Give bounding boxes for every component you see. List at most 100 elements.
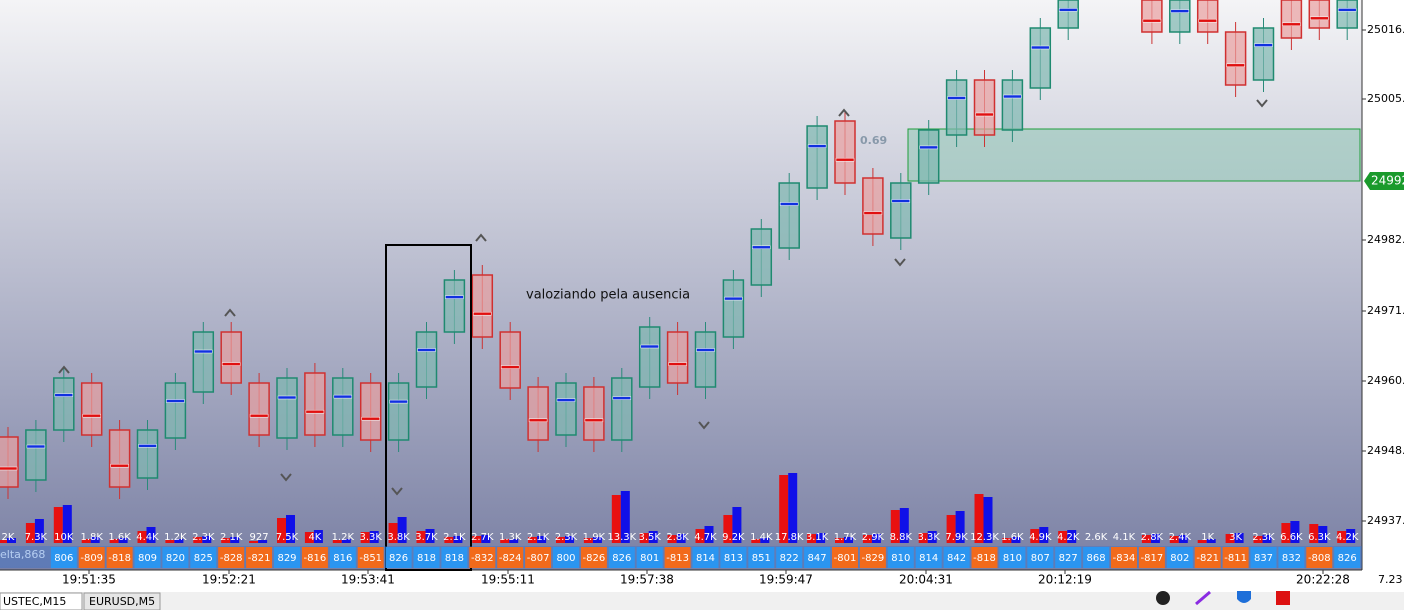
candle-body [471, 274, 494, 338]
volume-sell [723, 515, 733, 543]
volume-label: 927 [250, 532, 269, 543]
volume-sell [1225, 534, 1235, 543]
candle-body [834, 120, 856, 184]
candle-body [890, 182, 912, 239]
poc-line [473, 311, 492, 316]
candle-body [387, 382, 410, 441]
volume-buy [620, 491, 630, 543]
delta-label: 809 [138, 553, 157, 564]
time-label: 19:51:35 [62, 573, 116, 587]
candle-body [304, 372, 326, 436]
app-icon[interactable] [1276, 591, 1290, 605]
tab-label[interactable]: USTEC,M15 [3, 595, 66, 608]
volume-sell [1169, 536, 1179, 543]
volume-sell [1281, 523, 1291, 543]
volume-sell [1337, 531, 1347, 543]
volume-label: 2.4K [1169, 532, 1192, 543]
poc-line [835, 157, 855, 162]
poc-line [696, 348, 715, 352]
volume-sell [388, 523, 398, 543]
volume-label: 12.3K [970, 532, 999, 543]
volume-buy [732, 507, 742, 543]
poc-line [1058, 8, 1078, 12]
delta-box [385, 547, 412, 568]
candle-body [443, 279, 466, 333]
volume-buy [1318, 526, 1328, 543]
volume-sell [807, 534, 817, 543]
delta-box [441, 547, 468, 568]
poc-line [807, 144, 827, 148]
poc-line [110, 463, 129, 468]
delta-box [887, 547, 914, 568]
poc-line [1226, 63, 1245, 68]
tab-label[interactable]: EURUSD,M5 [89, 595, 155, 608]
poc-line [82, 413, 101, 418]
volume-buy [1178, 535, 1188, 543]
delta-label: 825 [194, 553, 213, 564]
poc-line [752, 245, 771, 250]
candle-body [638, 326, 661, 388]
volume-buy [760, 538, 770, 543]
candle-body [248, 382, 270, 436]
delta-box [664, 547, 691, 568]
volume-label: 6.3K [1308, 532, 1331, 543]
volume-label: 3.1K [806, 532, 829, 543]
time-label: 20:22:28 [1296, 573, 1350, 587]
delta-label: 813 [724, 553, 743, 564]
volume-label: 7.5K [276, 532, 299, 543]
poc-line [0, 466, 18, 471]
volume-sell [751, 539, 761, 543]
candle-body [80, 382, 103, 436]
delta-label: 807 [1031, 553, 1050, 564]
delta-box [943, 547, 970, 568]
volume-buy [983, 497, 993, 543]
poc-line [1003, 94, 1022, 99]
volume-label: 2.8K [1141, 532, 1164, 543]
candle-body [53, 377, 75, 431]
price-label: 24937. [1367, 514, 1404, 527]
candle-body [750, 228, 773, 286]
whatsapp-icon[interactable] [1156, 591, 1170, 605]
volume-label: 2.3K [1252, 532, 1275, 543]
delta-box [1334, 547, 1361, 568]
delta-box [720, 547, 747, 568]
candle-body [1029, 27, 1052, 89]
volume-label: 7.9K [945, 532, 968, 543]
volume-buy [481, 535, 491, 543]
pen-icon[interactable] [1195, 590, 1211, 606]
candle-body [694, 331, 717, 388]
poc-line [417, 348, 436, 352]
volume-label: 4.4K [136, 532, 159, 543]
poc-line [724, 296, 743, 301]
swing-high-arrow [475, 233, 487, 242]
shield-icon[interactable] [1237, 591, 1251, 603]
volume-label: 3.3K [917, 532, 940, 543]
candle-body [359, 382, 382, 441]
volume-buy [286, 515, 295, 543]
delta-box [78, 547, 105, 568]
volume-label: 1.6K [108, 532, 131, 543]
poc-line [1170, 9, 1190, 13]
volume-label: 8.8K [890, 532, 913, 543]
poc-line [668, 362, 687, 366]
poc-line [305, 409, 325, 414]
delta-label: -832 [471, 553, 494, 564]
delta-box [413, 547, 440, 568]
volume-buy [1346, 529, 1356, 543]
volume-buy [62, 505, 72, 543]
volume-sell [444, 537, 454, 543]
volume-buy [453, 536, 463, 543]
swing-low-arrow [391, 487, 403, 496]
volume-label: 1.2K [332, 532, 355, 543]
volume-label: 1.8K [80, 532, 103, 543]
volume-sell [304, 532, 314, 543]
delta-box [1083, 547, 1110, 568]
delta-box [776, 547, 803, 568]
volume-buy [1150, 534, 1160, 543]
candle-body [778, 182, 800, 249]
volume-label: 1.6K [1001, 532, 1024, 543]
swing-low-arrow [894, 258, 906, 267]
volume-buy [816, 533, 826, 543]
volume-buy [174, 539, 184, 543]
time-axis-bg [0, 570, 1404, 592]
